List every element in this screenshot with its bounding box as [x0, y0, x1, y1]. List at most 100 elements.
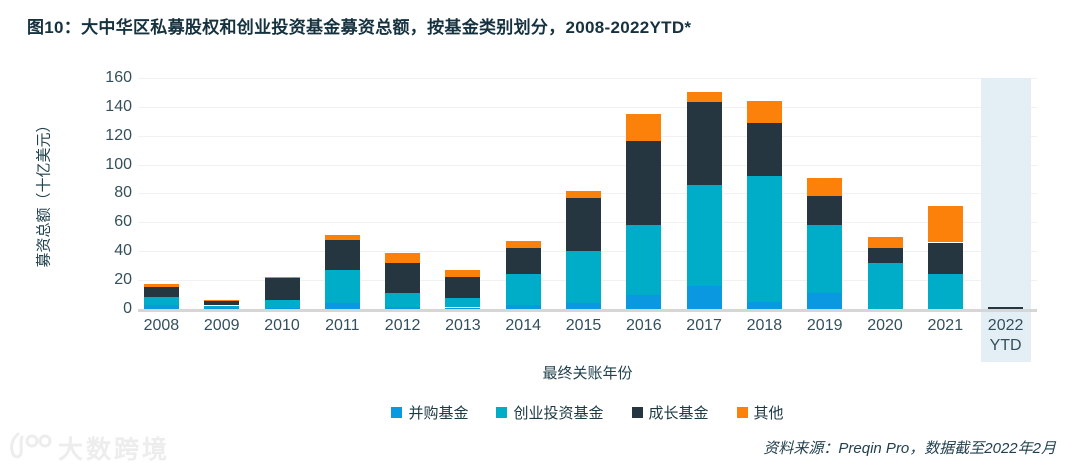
bar-segment-并购基金 [686, 285, 722, 309]
x-axis-tick-label: 2018 [746, 317, 783, 334]
legend-swatch-icon [736, 406, 748, 418]
y-axis-tick-label: 120 [105, 126, 132, 144]
x-axis-tick-label: 2014 [505, 317, 541, 334]
x-axis-tick-label: 2009 [203, 317, 240, 334]
bar-segment-成长基金 [204, 301, 240, 306]
bar-segment-其他 [686, 92, 722, 103]
x-axis-tick-label: 2012 [384, 317, 421, 334]
legend-item-其他: 其他 [736, 402, 784, 423]
bar-segment-其他 [626, 113, 662, 142]
bar-segment-成长基金 [686, 102, 722, 185]
bar-segment-创业投资基金 [867, 262, 903, 309]
y-axis-tick-label: 60 [114, 213, 132, 231]
y-axis-tick-label: 20 [114, 271, 132, 289]
gridline [138, 164, 1037, 166]
bar-segment-并购基金 [204, 308, 240, 310]
bar-segment-其他 [324, 235, 360, 240]
bar-segment-并购基金 [324, 303, 360, 309]
legend-swatch-icon [391, 406, 403, 418]
gridline [138, 135, 1037, 137]
y-axis-tick-label: 40 [114, 242, 132, 260]
forecast-highlight-column [980, 77, 1031, 362]
legend-swatch-icon [496, 406, 508, 418]
x-axis-title: 最终关账年份 [542, 365, 633, 382]
bar-segment-成长基金 [143, 286, 179, 297]
bar-segment-创业投资基金 [686, 184, 722, 286]
bar-segment-并购基金 [626, 294, 662, 310]
watermark-logo-icon [8, 431, 52, 466]
x-axis-tick-label: 2017 [686, 317, 722, 334]
bar-segment-其他 [385, 253, 421, 263]
bar-segment-并购基金 [746, 301, 782, 309]
x-axis-tick-label: 2008 [143, 317, 180, 334]
bar-segment-成长基金 [927, 242, 963, 275]
y-axis-tick-label: 160 [105, 68, 132, 86]
bar-segment-成长基金 [505, 248, 541, 275]
gridline [138, 77, 1037, 79]
bar-segment-创业投资基金 [324, 270, 360, 304]
legend: 并购基金 创业投资基金 成长基金 其他 [138, 401, 1037, 423]
watermark: 大数跨境 [8, 430, 170, 466]
watermark-text: 大数跨境 [58, 436, 171, 464]
bar-segment-成长基金 [807, 196, 843, 226]
bar-segment-成长基金 [264, 277, 300, 300]
bar-segment-其他 [204, 299, 240, 302]
bar-segment-并购基金 [505, 304, 541, 309]
bar-segment-其他 [445, 270, 481, 277]
legend-label: 成长基金 [648, 404, 709, 422]
bar-segment-并购基金 [807, 293, 843, 309]
bar-segment-创业投资基金 [807, 225, 843, 294]
bar-segment-成长基金 [626, 141, 662, 226]
bar-segment-成长基金 [988, 306, 1024, 309]
source-note: 资料来源：Preqin Pro，数据截至2022年2月 [763, 440, 1056, 457]
bar-segment-创业投资基金 [566, 251, 601, 304]
y-axis-tick-label: 80 [114, 184, 132, 202]
bar-segment-并购基金 [385, 306, 421, 309]
bar-segment-创业投资基金 [445, 297, 481, 308]
bar-segment-成长基金 [445, 276, 481, 298]
bar-segment-其他 [746, 100, 782, 123]
legend-item-并购基金: 并购基金 [391, 402, 468, 423]
bar-segment-并购基金 [566, 303, 601, 309]
legend-label: 并购基金 [408, 404, 469, 422]
x-axis-line [138, 309, 1037, 312]
bar-segment-创业投资基金 [626, 225, 662, 295]
bar-segment-其他 [867, 236, 903, 249]
x-axis-tick-label: 2011 [325, 317, 360, 334]
bar-segment-成长基金 [746, 122, 782, 177]
x-axis-tick-label: 2016 [626, 317, 662, 334]
x-axis-tick-label: 2022 YTD [987, 317, 1024, 354]
bar-segment-创业投资基金 [927, 274, 963, 309]
bar-segment-并购基金 [143, 305, 179, 309]
x-axis-tick-label: 2021 [927, 317, 964, 334]
x-axis-tick-label: 2015 [565, 317, 602, 334]
x-axis-tick-label: 2013 [445, 317, 481, 334]
bar-segment-成长基金 [324, 239, 360, 270]
bar-segment-创业投资基金 [264, 299, 300, 309]
gridline [138, 106, 1037, 108]
x-axis-tick-label: 2020 [867, 317, 903, 334]
bar-segment-其他 [927, 206, 963, 243]
y-axis-tick-label: 100 [105, 155, 132, 173]
bar-segment-创业投资基金 [385, 293, 421, 307]
bar-segment-其他 [566, 190, 601, 198]
y-axis-tick-label: 140 [105, 97, 132, 115]
figure-title: 图10：大中华区私募股权和创业投资基金募资总额，按基金类别划分，2008-202… [27, 18, 692, 37]
bar-segment-成长基金 [385, 262, 421, 294]
legend-item-创业投资基金: 创业投资基金 [496, 402, 604, 423]
bar-segment-其他 [143, 284, 179, 287]
y-axis-tick-label: 0 [123, 300, 132, 317]
bar-segment-创业投资基金 [746, 176, 782, 302]
bar-segment-成长基金 [566, 197, 601, 252]
bar-segment-创业投资基金 [143, 296, 179, 306]
x-axis-tick-label: 2019 [806, 317, 843, 334]
legend-label: 其他 [753, 404, 784, 422]
bar-segment-并购基金 [445, 307, 481, 309]
bar-segment-其他 [505, 241, 541, 249]
bar-segment-其他 [264, 276, 300, 278]
legend-label: 创业投资基金 [513, 404, 604, 422]
bar-segment-成长基金 [867, 248, 903, 263]
legend-swatch-icon [631, 406, 643, 418]
bar-segment-创业投资基金 [505, 274, 541, 305]
